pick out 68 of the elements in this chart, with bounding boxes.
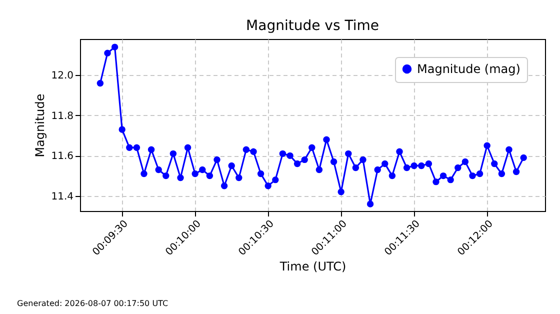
point: [476, 170, 484, 178]
point: [484, 142, 490, 149]
point: [264, 182, 272, 190]
point: [396, 148, 403, 155]
point: [184, 144, 192, 151]
point: [257, 170, 264, 178]
point: [220, 182, 228, 190]
point: [308, 144, 316, 151]
point: [242, 146, 250, 153]
point: [352, 164, 360, 172]
point: [126, 144, 133, 151]
y-axis-title: Magnitude: [33, 94, 48, 158]
y-tick-label: 12.0: [51, 70, 74, 82]
point: [301, 156, 308, 164]
point: [418, 162, 425, 170]
point: [360, 156, 366, 164]
point: [228, 162, 235, 170]
point: [330, 158, 338, 166]
y-tick-label: 11.4: [51, 191, 74, 202]
point: [133, 144, 140, 151]
point: [206, 172, 214, 180]
point: [366, 200, 374, 208]
y-tick-label: 11.6: [51, 151, 74, 162]
point: [294, 160, 301, 168]
point: [104, 50, 111, 56]
point: [140, 170, 148, 178]
y-tick-label: 11.8: [51, 110, 74, 122]
point: [323, 136, 330, 143]
legend-label: Magnitude (mag): [417, 62, 520, 76]
point: [111, 44, 118, 50]
point: [506, 146, 512, 153]
point: [214, 156, 220, 164]
point: [155, 166, 162, 174]
point: [491, 160, 498, 168]
chart-title: Magnitude vs Time: [246, 18, 379, 34]
point: [388, 172, 396, 180]
text: Generated: 2026-08-07 00:17:50 UTC: [17, 299, 168, 308]
point: [520, 154, 527, 162]
point: [382, 160, 388, 168]
point: [316, 166, 323, 174]
point: [512, 168, 520, 176]
point: [192, 170, 198, 178]
point: [148, 146, 155, 153]
point: [374, 166, 381, 174]
point: [425, 160, 432, 168]
point: [338, 188, 344, 196]
point: [199, 166, 206, 174]
point: [447, 176, 454, 184]
point: [279, 150, 286, 158]
point: [177, 174, 184, 182]
point: [236, 174, 242, 182]
point: [96, 80, 104, 87]
point: [454, 164, 462, 172]
point: [162, 172, 170, 180]
point: [272, 176, 279, 184]
point: [410, 162, 418, 170]
point: [118, 126, 126, 133]
point: [345, 150, 352, 158]
point: [286, 152, 294, 160]
point: [498, 170, 506, 178]
point: [469, 172, 476, 180]
point: [403, 164, 410, 172]
x-axis-title: Time (UTC): [278, 259, 346, 274]
point: [440, 172, 447, 180]
point: [432, 178, 440, 186]
point: [462, 158, 469, 166]
point: [170, 150, 177, 158]
point: [250, 148, 257, 155]
